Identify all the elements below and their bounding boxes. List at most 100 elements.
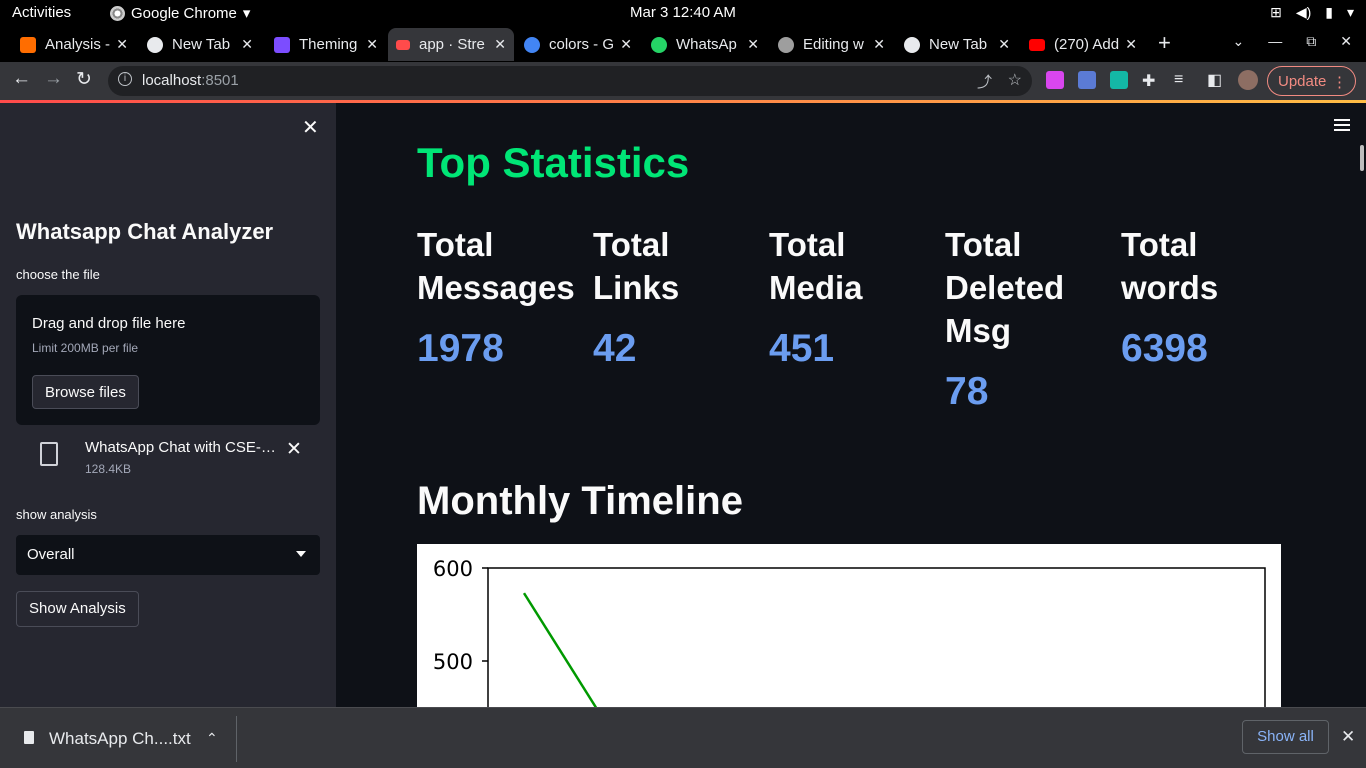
chevron-down-icon: ▾ [242, 5, 251, 22]
stat-value: 42 [593, 327, 637, 370]
divider [236, 716, 237, 762]
youtube-icon [1029, 38, 1045, 51]
scrollbar[interactable] [1360, 145, 1364, 171]
tab-title: New Tab [172, 36, 231, 53]
stat-deleted: Total Deleted Msg 78 [945, 223, 1075, 414]
tab[interactable]: New Tab ✕ [896, 28, 1018, 61]
avatar[interactable] [1238, 70, 1258, 90]
analysis-select[interactable]: Overall [16, 535, 320, 575]
stat-label: Total Media [769, 226, 863, 306]
tab[interactable]: Theming ✕ [266, 28, 386, 61]
file-dropzone[interactable]: Drag and drop file here Limit 200MB per … [16, 295, 320, 425]
analysis-select-label: show analysis [16, 507, 97, 522]
tab-title: New Tab [929, 36, 988, 53]
extension-icon[interactable] [1046, 71, 1064, 89]
close-icon[interactable]: ✕ [873, 36, 885, 52]
file-icon [24, 731, 34, 744]
chevron-up-icon[interactable]: ⌃ [206, 730, 218, 746]
reload-icon[interactable]: ↻ [76, 69, 92, 90]
tab[interactable]: New Tab ✕ [139, 28, 261, 61]
tab[interactable]: (270) Add ✕ [1021, 28, 1145, 61]
share-icon[interactable]: ⤴ [976, 74, 992, 91]
stat-value: 78 [945, 370, 989, 413]
menu-icon[interactable] [1334, 119, 1350, 131]
close-icon[interactable]: ✕ [494, 36, 506, 52]
extensions-puzzle-icon[interactable]: ✚ [1142, 73, 1156, 90]
chevron-down-icon [296, 551, 306, 557]
bookmark-star-icon[interactable]: ☆ [1007, 72, 1022, 89]
main-content: Top Statistics Total Messages 1978 Total… [336, 103, 1366, 707]
toolbar: ← → ↻ i localhost:8501 ⤴ ☆ ✚ ≡ ◧ Update … [0, 62, 1366, 100]
extension-icon[interactable] [1110, 71, 1128, 89]
close-icon[interactable]: ✕ [366, 36, 378, 52]
stat-value: 451 [769, 327, 835, 370]
download-item[interactable]: WhatsApp Ch....txt [49, 729, 191, 748]
address-bar[interactable]: i localhost:8501 ⤴ ☆ [108, 66, 1032, 96]
tab-favicon-icon [20, 36, 36, 53]
forward-icon[interactable]: → [44, 68, 63, 89]
close-icon[interactable]: ✕ [116, 36, 128, 52]
download-bar: WhatsApp Ch....txt ⌃ Show all ✕ [0, 707, 1366, 768]
google-icon [524, 36, 540, 53]
site-info-icon[interactable]: i [118, 72, 132, 86]
update-button[interactable]: Update ⋮ [1267, 66, 1356, 96]
select-value: Overall [27, 546, 75, 563]
close-icon[interactable]: ✕ [620, 36, 632, 52]
y-tick-label: 500 [433, 650, 473, 674]
chevron-down-icon: ▾ [1346, 4, 1354, 20]
stat-media: Total Media 451 [769, 223, 889, 371]
show-all-button[interactable]: Show all [1242, 720, 1329, 754]
app-name: Google Chrome [131, 4, 237, 22]
battery-icon: ▮ [1325, 4, 1333, 20]
close-sidebar-icon[interactable]: ✕ [302, 117, 319, 139]
tab-favicon-icon [147, 36, 163, 53]
close-window-icon[interactable]: ✕ [1340, 33, 1352, 49]
chart-svg: 500 600 [433, 557, 1266, 707]
url-text: localhost:8501 [142, 72, 239, 89]
tab[interactable]: Editing w ✕ [770, 28, 893, 61]
tab-title: colors - G [549, 36, 615, 53]
timeline-heading: Monthly Timeline [417, 479, 743, 523]
update-label: Update [1278, 73, 1327, 90]
sidebar: ✕ Whatsapp Chat Analyzer choose the file… [0, 103, 336, 707]
restore-icon[interactable]: ⧉ [1306, 33, 1317, 49]
clock[interactable]: Mar 3 12:40 AM [630, 4, 736, 21]
uploaded-file: WhatsApp Chat with CSE-0… 128.4KB ✕ [16, 436, 320, 480]
file-name: WhatsApp Chat with CSE-0… [85, 439, 281, 456]
tab-title: Theming [299, 36, 358, 53]
back-icon[interactable]: ← [12, 68, 31, 89]
tab[interactable]: Analysis - ✕ [12, 28, 136, 61]
stat-words: Total words 6398 [1121, 223, 1251, 371]
stat-label: Total Messages [417, 226, 575, 306]
close-icon[interactable]: ✕ [1125, 36, 1137, 52]
tab[interactable]: colors - G ✕ [516, 28, 640, 61]
monthly-timeline-chart: 500 600 [417, 544, 1281, 707]
stat-links: Total Links 42 [593, 223, 763, 371]
streamlit-header-decoration [0, 100, 1366, 103]
close-icon[interactable]: ✕ [1341, 727, 1356, 746]
tab[interactable]: WhatsAp ✕ [643, 28, 767, 61]
browse-files-button[interactable]: Browse files [32, 375, 139, 409]
show-analysis-button[interactable]: Show Analysis [16, 591, 139, 627]
media-playlist-icon[interactable]: ≡ [1174, 71, 1184, 88]
tab-favicon-icon [904, 36, 920, 53]
new-tab-button[interactable]: + [1158, 30, 1171, 55]
app-menu[interactable]: Google Chrome ▾ [110, 4, 250, 22]
chrome-icon [110, 5, 125, 21]
close-icon[interactable]: ✕ [998, 36, 1010, 52]
tab-title: Analysis - [45, 36, 111, 53]
activities-button[interactable]: Activities [12, 4, 72, 21]
y-tick-label: 600 [433, 557, 473, 581]
page-title: Top Statistics [417, 139, 690, 186]
tab-active[interactable]: app · Stre ✕ [388, 28, 514, 61]
stat-label: Total Links [593, 226, 680, 306]
minimize-icon[interactable]: — [1268, 33, 1283, 49]
stat-messages: Total Messages 1978 [417, 223, 587, 371]
tab-search-icon[interactable]: ⌄ [1232, 33, 1245, 49]
close-icon[interactable]: ✕ [241, 36, 253, 52]
translate-icon[interactable] [1078, 71, 1096, 89]
side-panel-icon[interactable]: ◧ [1207, 72, 1223, 89]
system-tray[interactable]: ⊞ ◀) ▮ ▾ [1270, 4, 1354, 21]
close-icon[interactable]: ✕ [747, 36, 759, 52]
remove-file-icon[interactable]: ✕ [286, 439, 302, 460]
